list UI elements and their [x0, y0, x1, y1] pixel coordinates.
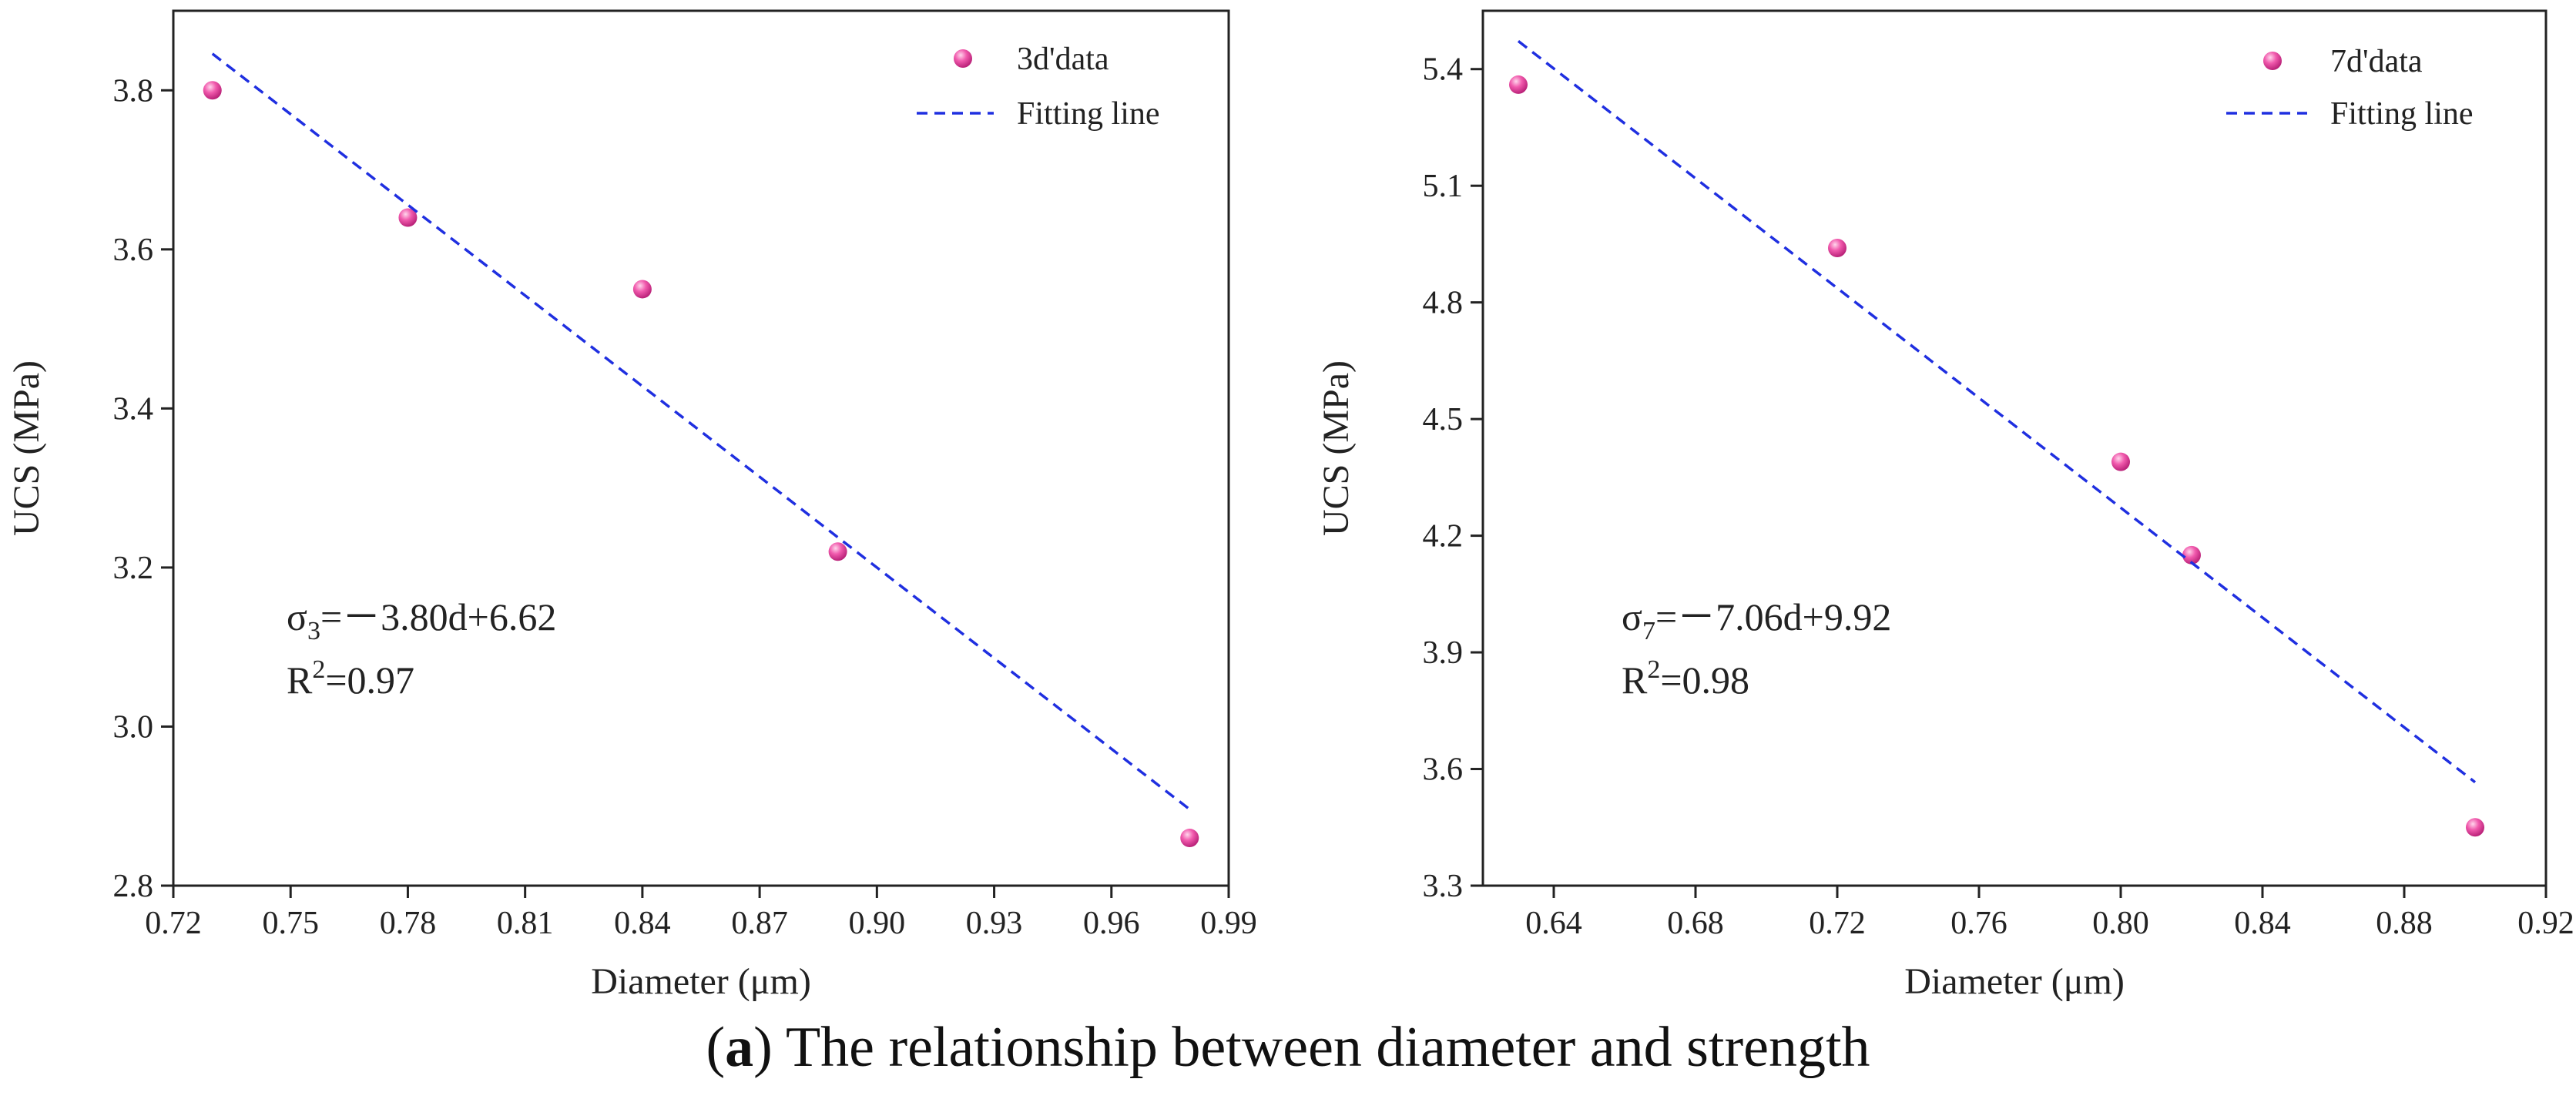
chart-3d: 0.72 0.75 0.78 0.81 0.84 0.87 0.90 0.93 0.96 0.99…	[6, 9, 1257, 1002]
r2-label: R	[1622, 658, 1648, 702]
x-axis-title: Diameter (μm)	[591, 961, 811, 1002]
data-point	[828, 542, 847, 561]
r2-superscript: 2	[312, 655, 325, 684]
y-tick-label: 3.0	[113, 709, 154, 745]
data-point	[1180, 829, 1199, 848]
caption-label: a	[725, 1016, 754, 1079]
x-tick-label: 0.99	[1200, 906, 1257, 941]
equation-annotation: σ7=－7.06d+9.92	[1622, 595, 1891, 645]
data-point	[203, 81, 222, 100]
y-tick-label: 3.8	[113, 73, 154, 109]
data-point	[632, 280, 652, 299]
legend-label-fit: Fitting line	[1017, 96, 1160, 132]
x-tick-label: 0.72	[145, 906, 202, 941]
legend-marker-data	[2263, 52, 2282, 70]
x-tick-label: 0.78	[380, 906, 437, 941]
r2-annotation: R2=0.98	[1622, 655, 1749, 702]
equation-symbol: σ	[1622, 595, 1642, 638]
equation-subscript: 3	[307, 617, 320, 645]
legend-marker-data	[954, 49, 972, 68]
fitting-line	[1517, 39, 2477, 784]
equation-symbol: σ	[287, 595, 307, 638]
legend-label-fit: Fitting line	[2330, 96, 2474, 132]
x-tick-label: 0.87	[731, 906, 788, 941]
legend-label-data: 7d'data	[2330, 44, 2423, 79]
figure-caption: (a) The relationship between diameter an…	[706, 1016, 1870, 1079]
y-tick-label: 3.6	[113, 233, 154, 268]
y-axis-title: UCS (MPa)	[1316, 360, 1357, 536]
data-point	[1828, 238, 1846, 257]
x-tick-label: 0.84	[614, 906, 671, 941]
x-tick-label: 0.96	[1083, 906, 1140, 941]
equation-rhs: =－3.80d+6.62	[320, 595, 556, 638]
x-tick-label: 0.92	[2517, 906, 2574, 941]
r2-superscript: 2	[1647, 655, 1660, 684]
data-point	[1509, 75, 1528, 94]
plot-frame	[172, 9, 1230, 887]
y-tick-label: 3.6	[1423, 752, 1464, 788]
caption-text: The relationship between diameter and st…	[772, 1016, 1870, 1079]
x-tick-label: 0.80	[2092, 906, 2149, 941]
y-tick-label: 4.5	[1423, 402, 1464, 437]
data-point	[2182, 545, 2201, 565]
r2-annotation: R2=0.97	[287, 655, 414, 702]
equation-subscript: 7	[1642, 617, 1655, 645]
x-tick-label: 0.93	[966, 906, 1023, 941]
y-tick-label: 4.2	[1423, 519, 1464, 554]
y-tick-label: 3.3	[1423, 869, 1464, 904]
x-tick-label: 0.64	[1525, 906, 1582, 941]
equation-annotation: σ3=－3.80d+6.62	[287, 595, 556, 645]
x-axis-title: Diameter (μm)	[1904, 961, 2125, 1002]
x-tick-label: 0.84	[2234, 906, 2291, 941]
data-point	[2111, 452, 2130, 471]
x-tick-label: 0.75	[262, 906, 319, 941]
x-tick-label: 0.88	[2376, 906, 2433, 941]
fitting-line	[211, 52, 1191, 811]
data-point	[398, 208, 418, 227]
x-tick-label: 0.90	[849, 906, 906, 941]
y-tick-label: 4.8	[1423, 286, 1464, 321]
x-tick-label: 0.68	[1667, 906, 1724, 941]
x-tick-label: 0.72	[1809, 906, 1866, 941]
y-tick-label: 3.2	[113, 551, 154, 586]
r2-label: R	[287, 658, 313, 702]
x-tick-label: 0.81	[497, 906, 554, 941]
y-tick-label: 3.4	[113, 391, 154, 427]
r2-value: =0.97	[325, 658, 414, 702]
r2-value: =0.98	[1660, 658, 1749, 702]
legend-label-data: 3d'data	[1017, 42, 1109, 77]
x-tick-label: 0.76	[1950, 906, 2007, 941]
plot-frame	[1481, 9, 2547, 887]
equation-rhs: =－7.06d+9.92	[1655, 595, 1891, 638]
y-tick-label: 5.4	[1423, 52, 1464, 88]
y-axis-title: UCS (MPa)	[6, 360, 47, 536]
y-tick-label: 5.1	[1423, 169, 1464, 204]
y-tick-label: 3.9	[1423, 635, 1464, 671]
chart-7d: 0.64 0.68 0.72 0.76 0.80 0.84 0.88 0.92 3.3 3.6 3.…	[1316, 9, 2574, 1002]
data-point	[2466, 818, 2484, 837]
y-tick-label: 2.8	[113, 869, 154, 904]
